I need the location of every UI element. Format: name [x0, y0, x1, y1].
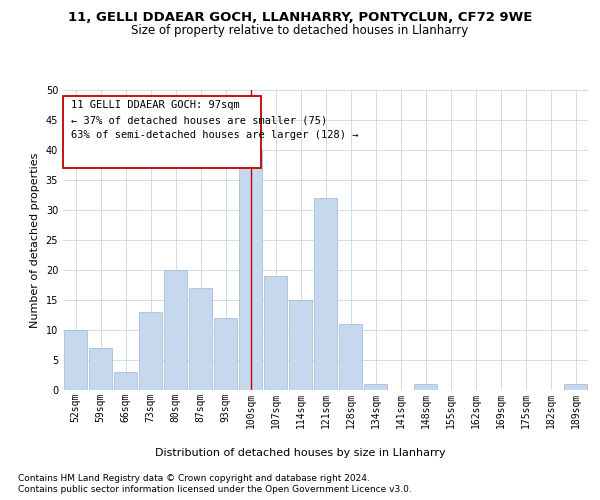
Bar	[339, 324, 362, 390]
Bar	[414, 384, 437, 390]
Bar	[214, 318, 237, 390]
Bar	[189, 288, 212, 390]
FancyBboxPatch shape	[63, 96, 261, 168]
Text: 11 GELLI DDAEAR GOCH: 97sqm
← 37% of detached houses are smaller (75)
63% of sem: 11 GELLI DDAEAR GOCH: 97sqm ← 37% of det…	[71, 100, 358, 140]
Bar	[239, 150, 262, 390]
Text: Contains public sector information licensed under the Open Government Licence v3: Contains public sector information licen…	[18, 485, 412, 494]
Text: Distribution of detached houses by size in Llanharry: Distribution of detached houses by size …	[155, 448, 445, 458]
Bar	[264, 276, 287, 390]
Text: 11, GELLI DDAEAR GOCH, LLANHARRY, PONTYCLUN, CF72 9WE: 11, GELLI DDAEAR GOCH, LLANHARRY, PONTYC…	[68, 11, 532, 24]
Text: Size of property relative to detached houses in Llanharry: Size of property relative to detached ho…	[131, 24, 469, 37]
Bar	[164, 270, 187, 390]
Y-axis label: Number of detached properties: Number of detached properties	[30, 152, 40, 328]
Bar	[139, 312, 162, 390]
Bar	[289, 300, 312, 390]
Bar	[364, 384, 387, 390]
Text: Contains HM Land Registry data © Crown copyright and database right 2024.: Contains HM Land Registry data © Crown c…	[18, 474, 370, 483]
Bar	[64, 330, 87, 390]
Bar	[564, 384, 587, 390]
Bar	[114, 372, 137, 390]
Bar	[314, 198, 337, 390]
Bar	[89, 348, 112, 390]
